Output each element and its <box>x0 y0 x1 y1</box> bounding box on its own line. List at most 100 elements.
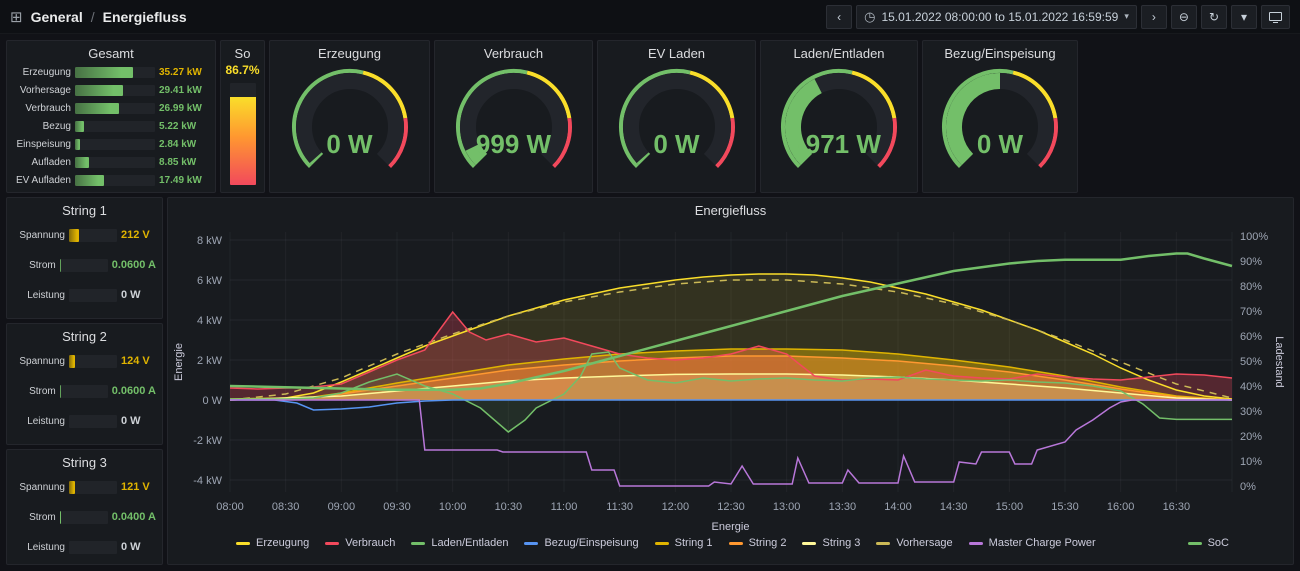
svg-text:16:00: 16:00 <box>1107 501 1135 513</box>
bar-gauge-fill <box>75 66 133 78</box>
svg-text:8 kW: 8 kW <box>197 235 223 247</box>
bar-gauge-row: Strom 0.0400 A <box>7 502 162 532</box>
metric-value: 29.41 kW <box>159 84 202 96</box>
bar-gauge-row: EV Aufladen 17.49 kW <box>7 171 215 189</box>
legend-label: Erzeugung <box>256 537 310 549</box>
legend-item[interactable]: Master Charge Power <box>968 537 1096 549</box>
metric-label: Vorhersage <box>19 84 71 96</box>
legend-item[interactable]: Bezug/Einspeisung <box>524 537 639 549</box>
bar-gauge-row: Spannung 124 V <box>7 346 162 376</box>
gauge-erzeugung <box>291 69 408 169</box>
refresh-interval-dropdown[interactable]: ▾ <box>1231 4 1257 29</box>
svg-text:10:30: 10:30 <box>495 501 523 513</box>
panel-title[interactable]: String 2 <box>62 329 107 344</box>
metric-value: 0 W <box>121 541 141 553</box>
panel-title[interactable]: Verbrauch <box>483 46 544 61</box>
panel-title[interactable]: Erzeugung <box>318 46 381 61</box>
svg-text:11:30: 11:30 <box>606 501 633 513</box>
panel-title[interactable]: Bezug/Einspeisung <box>944 46 1056 61</box>
metric-value: 0.0600 A <box>111 259 156 271</box>
gauge-ev-laden <box>618 69 735 169</box>
time-range-text: 15.01.2022 08:00:00 to 15.01.2022 16:59:… <box>881 9 1119 24</box>
bar-gauge-fill <box>75 138 80 150</box>
soc-gauge-fill <box>229 96 256 185</box>
energiefluss-chart[interactable]: 8 kW 6 kW 4 kW 2 kW 0 W -2 kW -4 kW 100% 90% 80% 7… <box>168 220 1293 520</box>
metric-value: 35.27 kW <box>159 66 202 78</box>
soc-vertical-gauge <box>229 83 256 185</box>
tv-mode-button[interactable] <box>1261 4 1290 29</box>
legend-swatch <box>1187 541 1202 545</box>
breadcrumb: ⊞ General / Energiefluss <box>10 8 187 26</box>
panel-title[interactable]: Energiefluss <box>694 203 767 218</box>
bar-gauge-row: Einspeisung 2.84 kW <box>7 135 215 153</box>
legend-item[interactable]: String 1 <box>654 537 713 549</box>
legend-label: Bezug/Einspeisung <box>544 537 639 549</box>
bar-gauge-track <box>59 384 108 398</box>
bar-gauge-track <box>75 138 155 150</box>
refresh-button[interactable]: ↻ <box>1200 4 1227 29</box>
panel-title[interactable]: String 1 <box>62 203 107 218</box>
panel-string-1: String 1 Spannung 212 V Strom 0.0600 A Lei… <box>6 197 163 319</box>
legend-label: String 1 <box>674 537 713 549</box>
panel-title[interactable]: Laden/Entladen <box>793 46 885 61</box>
svg-text:90%: 90% <box>1240 256 1262 268</box>
soc-value: 86.7% <box>225 63 260 77</box>
legend-item[interactable]: Verbrauch <box>325 537 395 549</box>
bar-gauge-fill <box>75 156 90 168</box>
gauge-value: 0 W <box>653 129 700 159</box>
metric-label: Leistung <box>27 289 65 301</box>
apps-grid-icon[interactable]: ⊞ <box>10 8 23 26</box>
gauge-value: 0 W <box>326 129 373 159</box>
gauge-laden-entladen <box>781 69 897 169</box>
svg-text:40%: 40% <box>1240 381 1262 393</box>
bar-gauge-fill <box>59 510 61 524</box>
svg-text:80%: 80% <box>1240 281 1262 293</box>
metric-label: Bezug <box>42 120 71 132</box>
bar-gauge-row: Bezug 5.22 kW <box>7 117 215 135</box>
svg-text:6 kW: 6 kW <box>197 275 223 287</box>
metric-label: Leistung <box>27 541 65 553</box>
metric-value: 5.22 kW <box>159 120 197 132</box>
panel-title[interactable]: EV Laden <box>647 46 706 61</box>
breadcrumb-folder[interactable]: General <box>30 8 83 25</box>
panel-title[interactable]: String 3 <box>62 455 107 470</box>
legend-item[interactable]: SoC <box>1187 537 1229 549</box>
svg-text:2 kW: 2 kW <box>197 355 223 367</box>
svg-text:14:30: 14:30 <box>940 501 968 513</box>
bar-gauge-track <box>75 120 155 132</box>
breadcrumb-separator: / <box>90 8 95 25</box>
bar-gauge-row: Leistung 0 W <box>7 280 162 310</box>
bar-gauge-fill <box>75 120 84 132</box>
legend-item[interactable]: String 2 <box>728 537 786 549</box>
legend-label: Verbrauch <box>345 537 396 549</box>
svg-text:4 kW: 4 kW <box>197 315 223 327</box>
panel-gauge-verbrauch: Verbrauch 999 W <box>434 40 593 193</box>
time-range-picker[interactable]: ◷ 15.01.2022 08:00:00 to 15.01.2022 16:5… <box>856 4 1137 29</box>
breadcrumb-page[interactable]: Energiefluss <box>102 8 187 25</box>
gauge-value: 999 W <box>475 129 552 159</box>
chevron-down-icon: ▾ <box>1124 11 1129 21</box>
legend-item[interactable]: Erzeugung <box>236 537 309 549</box>
svg-text:16:30: 16:30 <box>1163 501 1191 513</box>
bar-gauge-track <box>59 510 108 524</box>
svg-text:12:00: 12:00 <box>662 501 690 513</box>
legend-item[interactable]: Laden/Entladen <box>411 537 508 549</box>
legend-item[interactable]: Vorhersage <box>876 537 953 549</box>
zoom-out-button[interactable]: ⊖ <box>1170 4 1197 29</box>
svg-text:15:30: 15:30 <box>1051 501 1079 513</box>
bar-gauge-track <box>75 174 155 186</box>
bar-gauge-row: Strom 0.0600 A <box>7 250 162 280</box>
bar-gauge-track <box>69 228 117 242</box>
panel-title[interactable]: Gesamt <box>88 46 134 61</box>
time-forward-button[interactable]: › <box>1140 4 1167 29</box>
metric-label: Einspeisung <box>16 138 71 150</box>
bar-gauge-row: Spannung 121 V <box>7 472 162 502</box>
time-back-button[interactable]: ‹ <box>826 4 853 29</box>
svg-text:10%: 10% <box>1240 456 1262 468</box>
bar-gauge-fill <box>59 384 61 398</box>
legend-item[interactable]: String 3 <box>802 537 860 549</box>
bar-gauge-row: Erzeugung 35.27 kW <box>7 63 215 81</box>
svg-text:0 W: 0 W <box>202 395 222 407</box>
panel-title[interactable]: So <box>234 46 251 61</box>
dashboard-grid: Gesamt Erzeugung 35.27 kW Vorhersage 29.41… <box>0 34 1300 571</box>
